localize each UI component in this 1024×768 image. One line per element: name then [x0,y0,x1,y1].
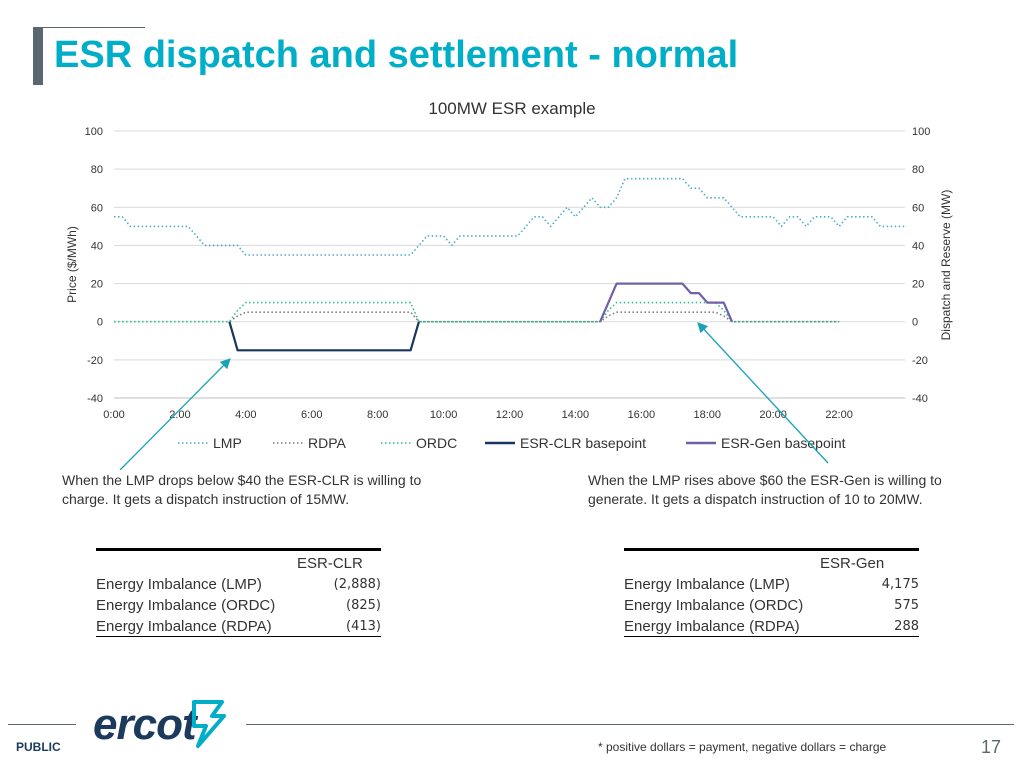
row-value: (2,888) [333,577,381,592]
x-tick-label: 2:00 [169,409,190,421]
y2-tick-label: -40 [912,393,928,405]
table-bottom-rule [96,636,381,637]
legend-label: ESR-CLR basepoint [520,435,646,451]
x-tick-label: 10:00 [430,409,458,421]
chart-title: 100MW ESR example [428,99,595,118]
table-top-rule [624,548,919,551]
series-line-ordc [114,301,840,323]
table-row: Energy Imbalance (LMP) (2,888) [96,576,381,597]
y2-tick-label: 0 [912,317,918,329]
x-tick-label: 8:00 [367,409,388,421]
y-tick-label: 20 [91,279,103,291]
x-tick-label: 0:00 [103,409,124,421]
line-chart: 100MW ESR example -40 -40 -20 -20 0 0 20 20 40 40… [65,99,953,470]
table-row: Energy Imbalance (RDPA) 288 [624,618,919,639]
footer-rule-right [246,724,1014,725]
title-accent-bar [33,27,43,85]
table-row: Energy Imbalance (LMP) 4,175 [624,576,919,597]
y-tick-label: 0 [97,317,103,329]
series-line-esr-clr-basepoint [228,321,420,352]
row-label: Energy Imbalance (LMP) [624,576,790,593]
y2-tick-label: 60 [912,202,924,214]
row-value: 4,175 [881,577,919,592]
row-label: Energy Imbalance (RDPA) [624,618,800,635]
y-tick-label: 60 [91,202,103,214]
grid-layer [114,130,905,399]
table-bottom-rule [624,636,919,637]
x-tick-label: 22:00 [825,409,853,421]
legend-label: LMP [213,435,242,451]
row-value: (825) [346,598,381,613]
footer-rule-left [8,724,76,725]
x-tick-label: 6:00 [301,409,322,421]
left-annotation-note: When the LMP drops below $40 the ESR-CLR… [62,472,422,507]
table-row: Energy Imbalance (RDPA) (413) [96,618,381,639]
row-label: Energy Imbalance (RDPA) [96,618,272,635]
page-title: ESR dispatch and settlement - normal [54,34,739,76]
esr-gen-table: ESR-Gen Energy Imbalance (LMP) 4,175 Ene… [624,548,919,638]
x-tick-label: 4:00 [235,409,256,421]
axis-layer: -40 -40 -20 -20 0 0 20 20 40 40 60 60 80 80 100 100 0:00… [65,126,953,421]
footnote: * positive dollars = payment, negative d… [598,740,887,754]
row-value: 575 [894,598,919,613]
ercot-logo-text: ercot [93,700,197,749]
public-label: PUBLIC [16,740,61,754]
right-annotation-note: When the LMP rises above $60 the ESR-Gen… [588,472,942,507]
y-tick-label: -40 [87,393,103,405]
table-header: ESR-CLR [297,555,363,572]
right-annotation-arrow [697,322,829,464]
y-tick-label: 40 [91,240,103,252]
y-tick-label: 80 [91,164,103,176]
row-label: Energy Imbalance (ORDC) [96,597,276,614]
title-rule [43,27,145,28]
series-line-lmp [114,177,905,256]
y2-axis-title: Dispatch and Reserve (MW) [939,190,953,341]
series-line-esr-gen-basepoint [599,282,734,323]
x-tick-label: 14:00 [562,409,590,421]
table-row: Energy Imbalance (ORDC) (825) [96,597,381,618]
y2-tick-label: 80 [912,164,924,176]
x-tick-label: 12:00 [496,409,524,421]
x-tick-label: 18:00 [693,409,721,421]
y2-tick-label: 40 [912,240,924,252]
legend-label: ORDC [416,435,457,451]
table-header: ESR-Gen [820,555,885,572]
legend-label: RDPA [308,435,347,451]
y-axis-title: Price ($/MWh) [65,226,79,303]
legend: LMP RDPA ORDC ESR-CLR basepoint ESR-Gen base… [178,435,846,451]
row-label: Energy Imbalance (LMP) [96,576,262,593]
left-annotation-arrow [119,358,231,470]
y2-tick-label: -20 [912,355,928,367]
esr-clr-table: ESR-CLR Energy Imbalance (LMP) (2,888) E… [96,548,381,638]
row-label: Energy Imbalance (ORDC) [624,597,804,614]
table-row: Energy Imbalance (ORDC) 575 [624,597,919,618]
y2-tick-label: 100 [912,126,930,138]
x-tick-label: 16:00 [628,409,656,421]
page-number: 17 [981,737,1002,757]
row-value: 288 [894,619,919,634]
annotation-arrows [119,322,829,470]
ercot-logo-mark-icon [192,700,226,748]
legend-label: ESR-Gen basepoint [721,435,846,451]
y2-tick-label: 20 [912,279,924,291]
table-top-rule [96,548,381,551]
row-value: (413) [346,619,381,634]
series-layer [114,177,905,352]
y-tick-label: 100 [85,126,103,138]
y-tick-label: -20 [87,355,103,367]
